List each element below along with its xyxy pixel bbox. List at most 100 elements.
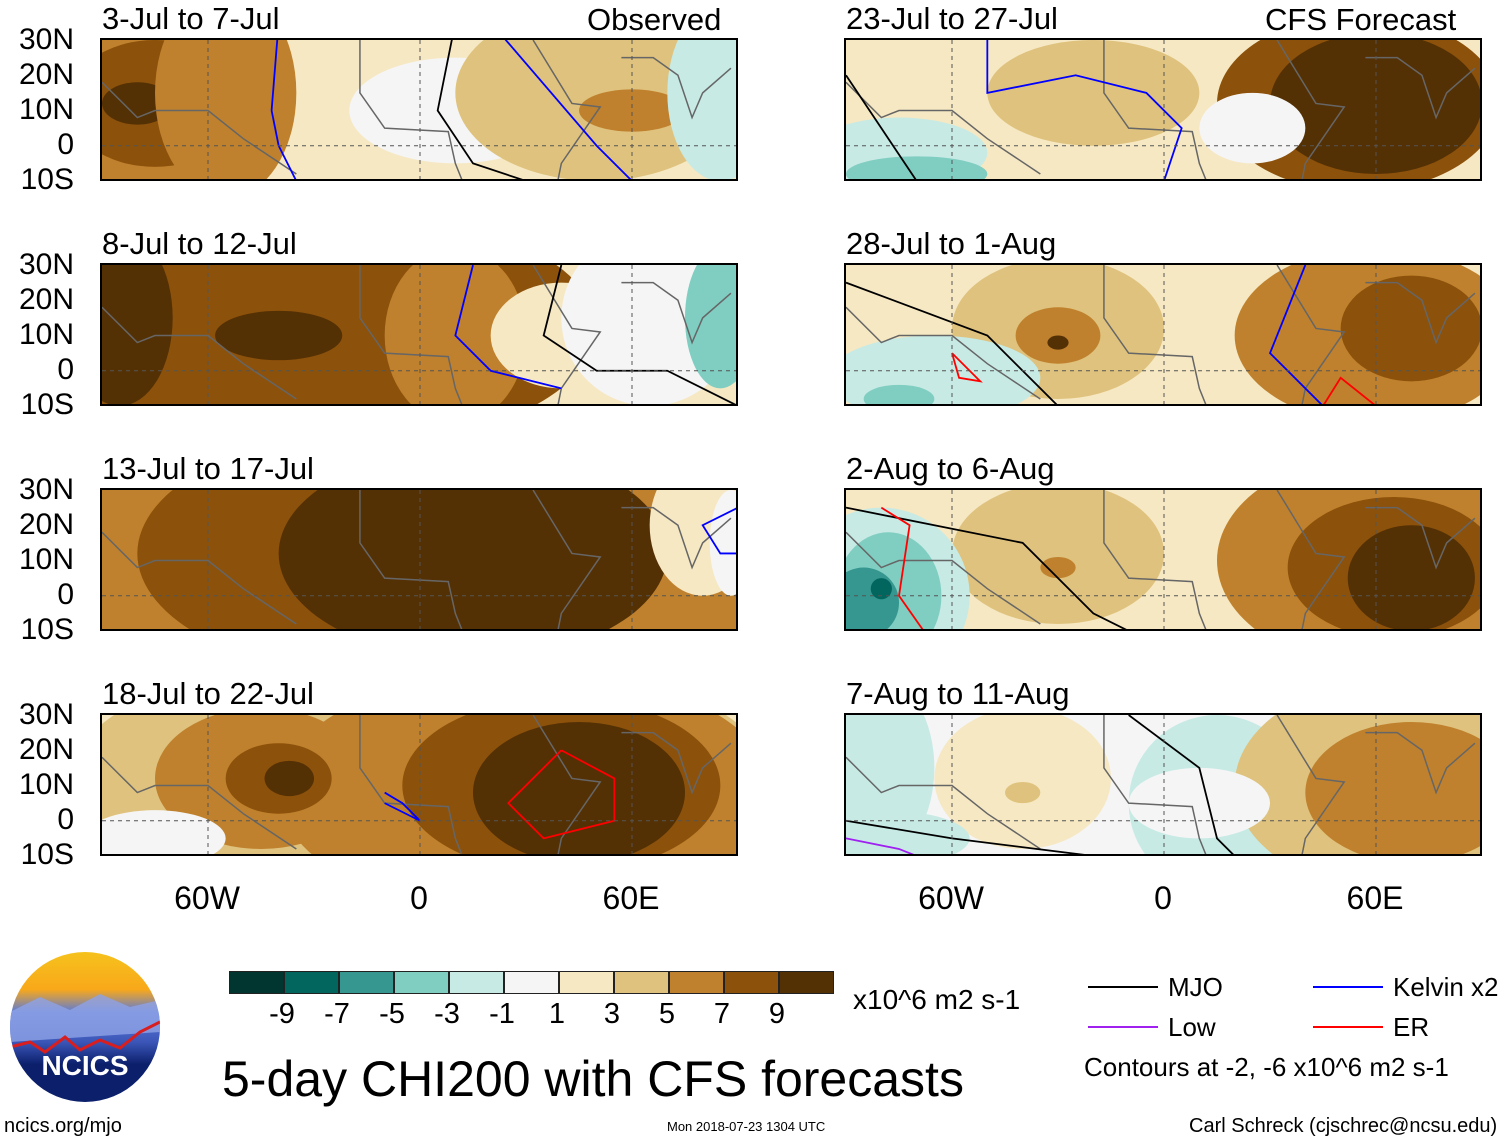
map-panel bbox=[844, 488, 1482, 631]
lat-label: 0 bbox=[57, 578, 74, 611]
colorbar-tick-label: 1 bbox=[548, 998, 566, 1030]
wave-contour bbox=[1268, 265, 1323, 404]
lat-label: 10N bbox=[18, 768, 74, 801]
observed-label: Observed bbox=[587, 2, 722, 37]
chi200-anomaly-region bbox=[870, 578, 892, 600]
wave-contour bbox=[542, 265, 736, 404]
coastline bbox=[846, 490, 1476, 629]
contour-note: Contours at -2, -6 x10^6 m2 s-1 bbox=[1084, 1052, 1449, 1082]
legend-line bbox=[1313, 1026, 1383, 1028]
panel-title: 18-Jul to 22-Jul bbox=[102, 676, 314, 711]
colorbar-swatch bbox=[614, 971, 669, 994]
footer-timestamp: Mon 2018-07-23 1304 UTC bbox=[667, 1119, 826, 1134]
coastline bbox=[102, 40, 732, 179]
coastline bbox=[102, 715, 732, 854]
colorbar-swatch bbox=[669, 971, 724, 994]
map-panel bbox=[100, 488, 738, 631]
panel-title: 23-Jul to 27-Jul bbox=[846, 1, 1058, 36]
footer-url[interactable]: ncics.org/mjo bbox=[4, 1115, 122, 1137]
chi200-anomaly-region bbox=[1005, 781, 1041, 804]
chi200-anomaly-region bbox=[1128, 767, 1270, 839]
chi200-anomaly-region bbox=[667, 40, 736, 179]
lat-label: 30N bbox=[18, 23, 74, 56]
lat-label: 10N bbox=[18, 93, 74, 126]
chi200-anomaly-region bbox=[102, 265, 173, 404]
chi200-anomaly-region bbox=[1040, 556, 1076, 579]
chi200-anomaly-region bbox=[215, 310, 343, 361]
chi200-anomaly-region bbox=[1270, 40, 1480, 174]
lat-label: 10N bbox=[18, 543, 74, 576]
chi200-anomaly-region bbox=[1347, 525, 1475, 629]
panel-title: 3-Jul to 7-Jul bbox=[102, 1, 280, 36]
chi200-anomaly-region bbox=[1047, 335, 1069, 350]
colorbar-tick-label: 9 bbox=[768, 998, 786, 1030]
legend-label: ER bbox=[1393, 1012, 1430, 1042]
colorbar-swatch bbox=[229, 971, 284, 994]
logo-text: NCICS bbox=[41, 1050, 129, 1081]
chi200-anomaly-region bbox=[987, 40, 1200, 146]
colorbar-swatch bbox=[779, 971, 834, 994]
panel-title: 28-Jul to 1-Aug bbox=[846, 226, 1057, 261]
colorbar-swatch bbox=[394, 971, 449, 994]
wave-contour bbox=[880, 506, 924, 629]
lat-label: 20N bbox=[18, 58, 74, 91]
lat-label: 20N bbox=[18, 733, 74, 766]
wave-contour bbox=[846, 837, 915, 854]
colorbar-swatch bbox=[504, 971, 559, 994]
lat-label: 20N bbox=[18, 283, 74, 316]
chi200-anomaly-region bbox=[1305, 722, 1480, 854]
lat-label: 0 bbox=[57, 353, 74, 386]
chi200-anomaly-region bbox=[934, 715, 1111, 849]
chi200-anomaly-region bbox=[264, 760, 314, 797]
lon-label: 60E bbox=[602, 880, 660, 916]
chi200-anomaly-region bbox=[278, 490, 668, 629]
map-panel bbox=[844, 263, 1482, 406]
legend-label: Low bbox=[1168, 1012, 1216, 1042]
colorbar-tick-label: -1 bbox=[489, 998, 515, 1030]
lon-label: 0 bbox=[1154, 880, 1172, 916]
lat-label: 10N bbox=[18, 318, 74, 351]
footer-credit: Carl Schreck (cjschrec@ncsu.edu) bbox=[1189, 1115, 1498, 1137]
map-panel bbox=[100, 713, 738, 856]
colorbar-tick-label: -3 bbox=[434, 998, 460, 1030]
lon-label: 0 bbox=[410, 880, 428, 916]
map-panel bbox=[100, 263, 738, 406]
coastline bbox=[102, 490, 732, 629]
lat-label: 30N bbox=[18, 698, 74, 731]
colorbar-tick-label: -5 bbox=[379, 998, 405, 1030]
coastline bbox=[102, 265, 732, 404]
colorbar-tick-label: -9 bbox=[269, 998, 295, 1030]
wave-contour bbox=[846, 281, 1058, 404]
colorbar-tick-label: -7 bbox=[324, 998, 350, 1030]
lat-label: 30N bbox=[18, 248, 74, 281]
wave-contour bbox=[846, 74, 917, 179]
colorbar-units: x10^6 m2 s-1 bbox=[853, 984, 1021, 1015]
map-panel bbox=[844, 38, 1482, 181]
chi200-anomaly-region bbox=[102, 82, 173, 125]
panel-title: 2-Aug to 6-Aug bbox=[846, 451, 1055, 486]
chi200-anomaly-region bbox=[846, 810, 970, 854]
wave-contour bbox=[436, 40, 523, 179]
lat-label: 10S bbox=[20, 163, 74, 196]
lat-label: 0 bbox=[57, 803, 74, 836]
chi200-anomaly-region bbox=[952, 490, 1164, 624]
map-panel bbox=[100, 38, 738, 181]
chi200-anomaly-region bbox=[685, 265, 736, 389]
wave-contour bbox=[270, 40, 297, 179]
wave-contour bbox=[986, 40, 1183, 179]
legend-line bbox=[1088, 986, 1158, 988]
chi200-anomaly-region bbox=[709, 490, 736, 596]
legend-line bbox=[1313, 986, 1383, 988]
colorbar-swatch bbox=[449, 971, 504, 994]
wave-contour bbox=[384, 791, 421, 822]
chi200-anomaly-region bbox=[1015, 307, 1101, 364]
colorbar-tick-label: 5 bbox=[658, 998, 676, 1030]
panel-title: 13-Jul to 17-Jul bbox=[102, 451, 314, 486]
lat-label: 10S bbox=[20, 838, 74, 871]
ncics-logo: NCICS bbox=[10, 952, 160, 1102]
lon-label: 60W bbox=[174, 880, 240, 916]
chi200-anomaly-region bbox=[102, 810, 226, 854]
lat-label: 0 bbox=[57, 128, 74, 161]
colorbar-swatch bbox=[559, 971, 614, 994]
